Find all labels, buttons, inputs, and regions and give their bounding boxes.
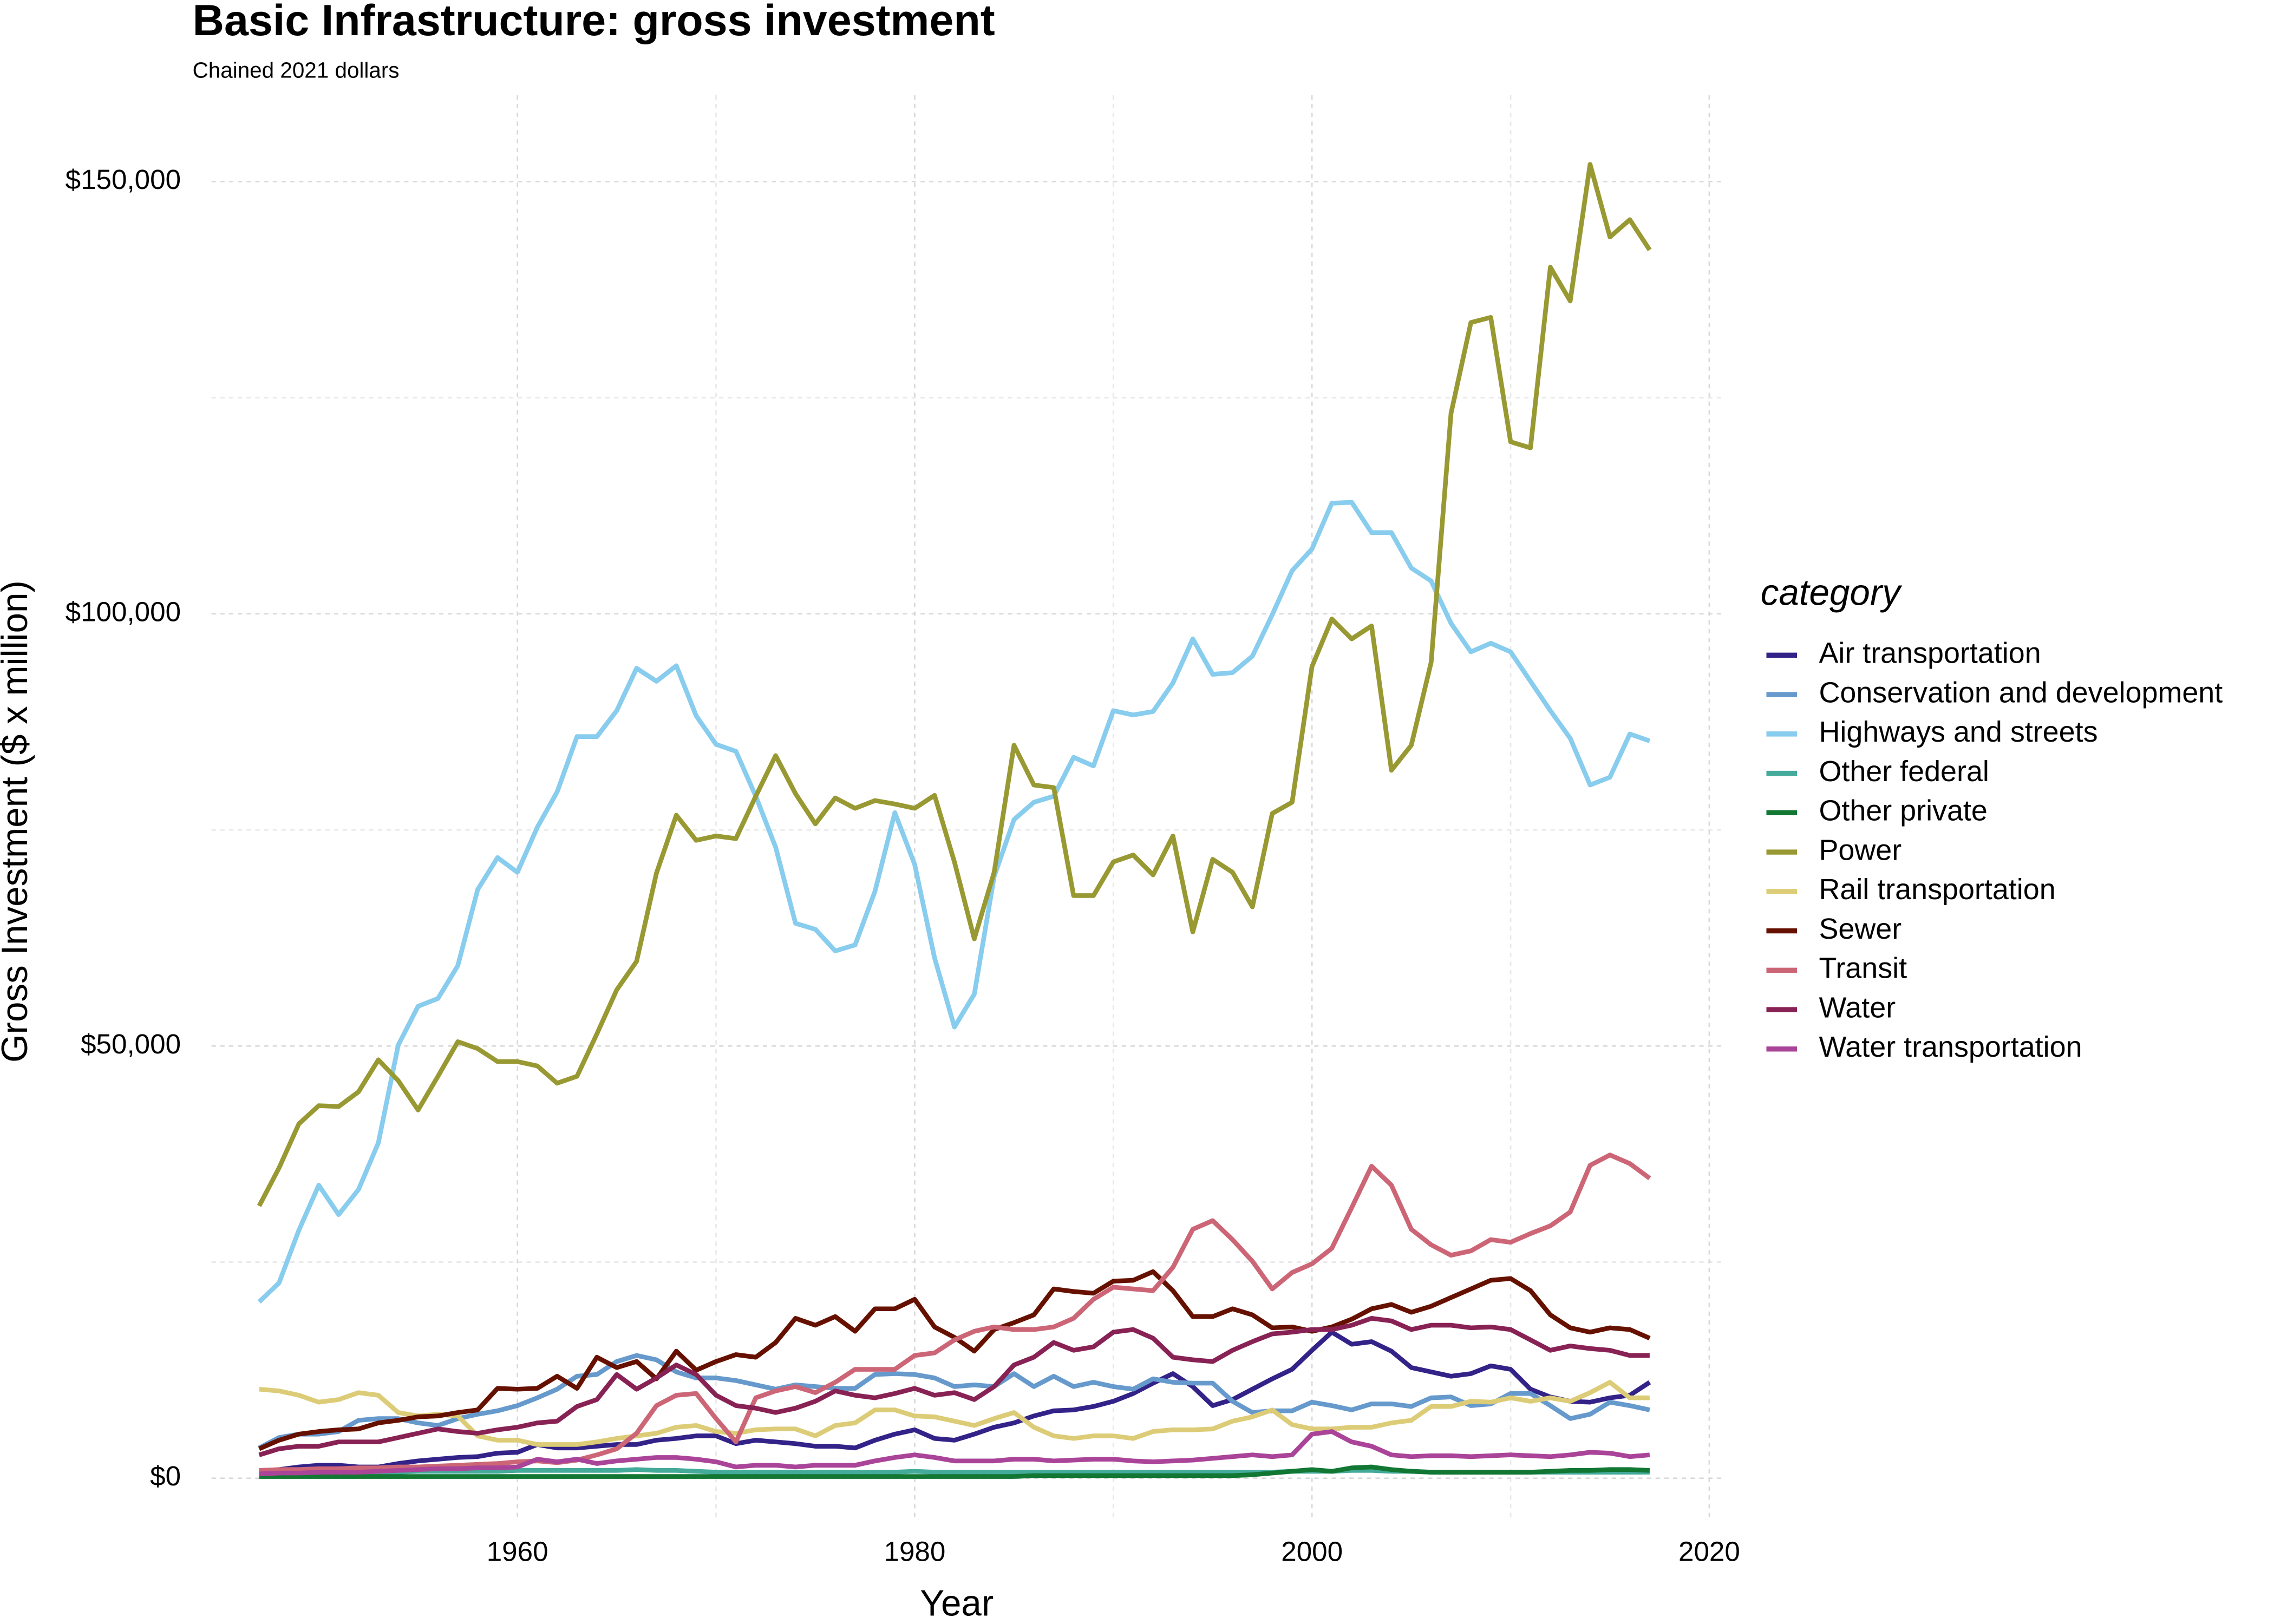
- legend-label: Other private: [1819, 795, 1987, 827]
- legend-label: Highways and streets: [1819, 716, 2097, 748]
- chart-title: Basic Infrastructure: gross investment: [193, 0, 995, 45]
- y-tick-label: $150,000: [66, 164, 181, 195]
- y-tick-label: $50,000: [81, 1029, 181, 1059]
- x-tick-label: 2000: [1281, 1536, 1343, 1567]
- legend-label: Water: [1819, 991, 1896, 1024]
- legend-label: Other federal: [1819, 755, 1989, 788]
- y-axis-label: Gross Investment ($ x million): [0, 580, 35, 1063]
- legend-label: Power: [1819, 834, 1901, 866]
- series-line: [259, 1464, 1650, 1479]
- legend-label: Sewer: [1819, 913, 1901, 945]
- legend: Air transportation Conservation and devel…: [1766, 637, 2223, 1063]
- x-tick-label: 1980: [884, 1536, 945, 1567]
- series-line: [259, 1152, 1651, 1473]
- x-axis-label: Year: [920, 1583, 994, 1624]
- series-line: [258, 1316, 1650, 1457]
- legend-label: Water transportation: [1819, 1031, 2082, 1063]
- y-tick-label: $0: [150, 1461, 181, 1491]
- y-tick-label: $100,000: [66, 596, 181, 627]
- series-line: [257, 162, 1652, 1207]
- legend-label: Transit: [1819, 952, 1907, 985]
- series-line: [257, 500, 1651, 1304]
- series-line: [259, 1330, 1651, 1475]
- chart-subtitle: Chained 2021 dollars: [193, 57, 400, 82]
- legend-label: Rail transportation: [1819, 873, 2055, 906]
- grid: [211, 95, 1721, 1517]
- legend-label: Conservation and development: [1819, 676, 2223, 709]
- series-line: [259, 1380, 1650, 1447]
- series-line: [258, 1269, 1651, 1451]
- legend-label: Air transportation: [1819, 637, 2041, 670]
- series-line: [258, 1353, 1650, 1450]
- x-tick-label: 2020: [1678, 1536, 1740, 1567]
- series-line: [259, 1429, 1650, 1477]
- legend-title: category: [1761, 573, 1903, 613]
- lines: [257, 162, 1652, 1479]
- x-tick-label: 1960: [487, 1536, 548, 1567]
